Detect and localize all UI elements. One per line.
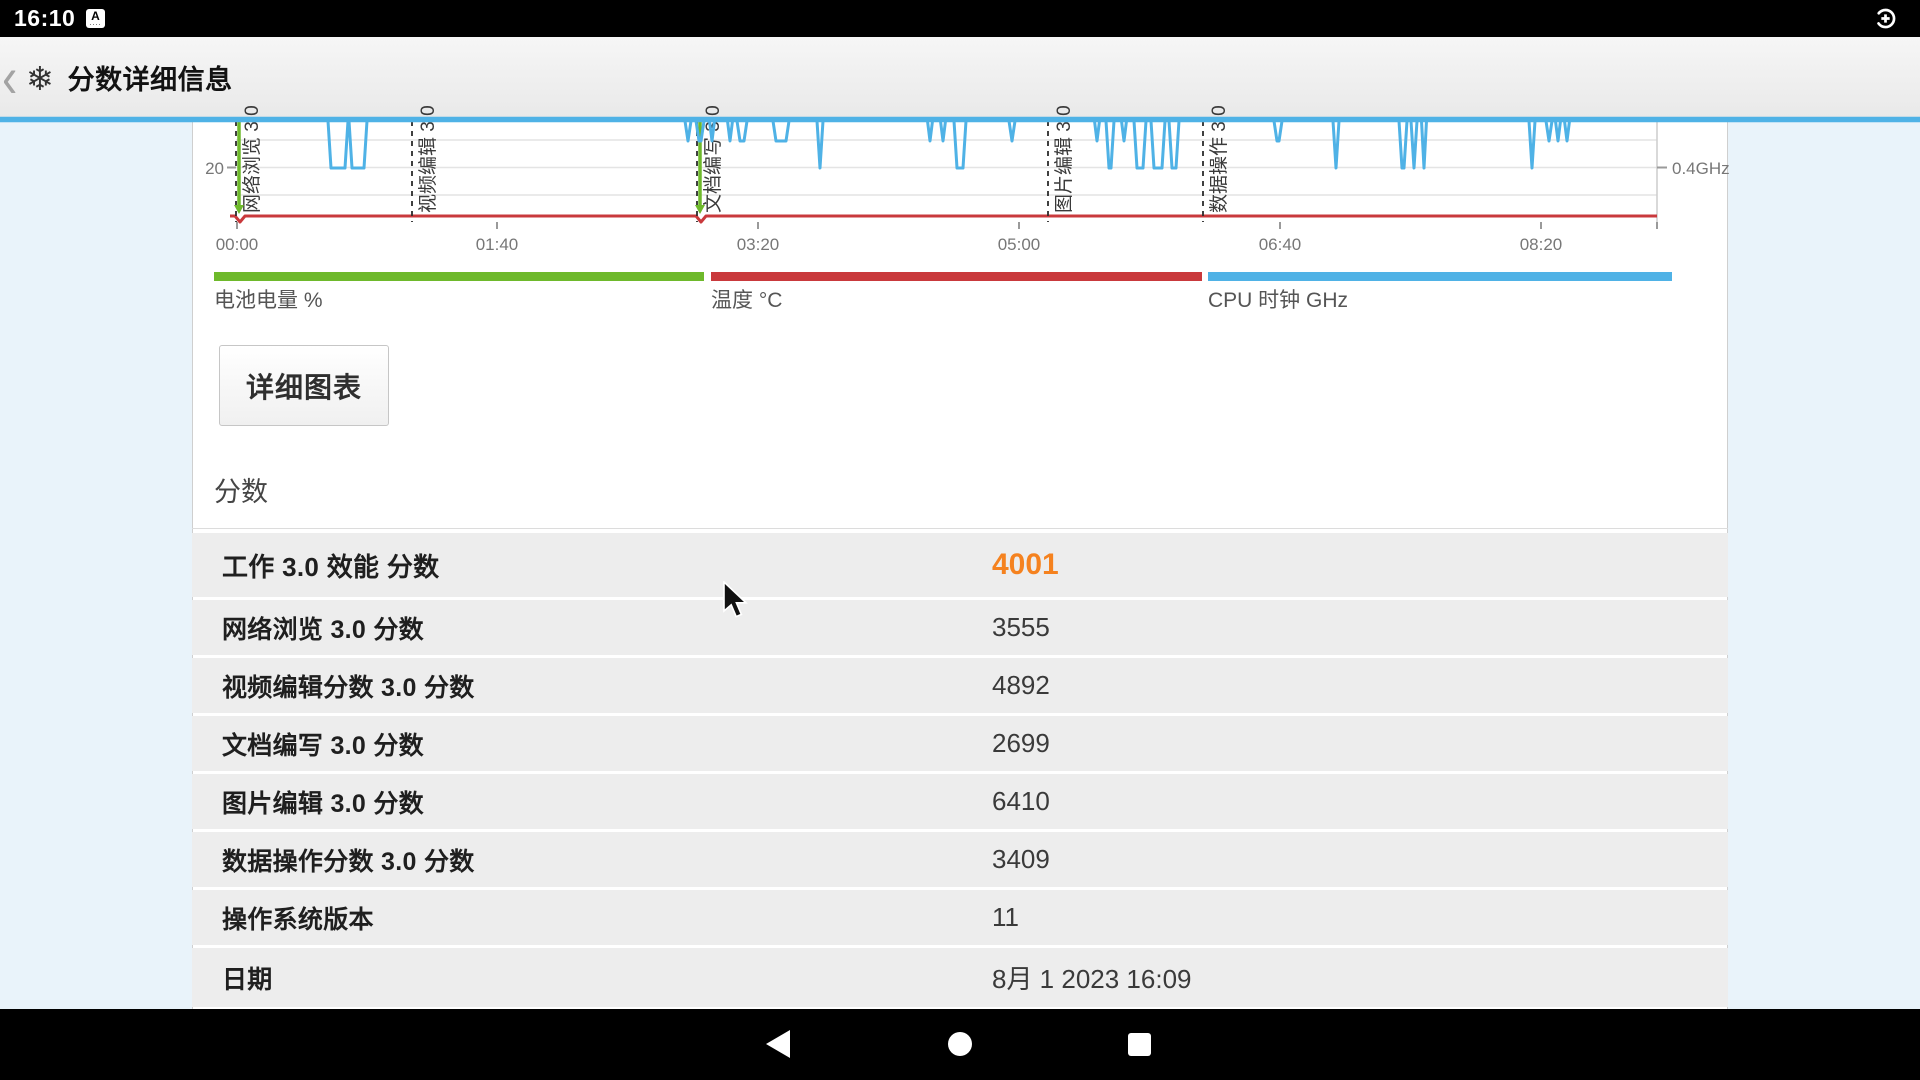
nav-recents-icon[interactable]: [1128, 1033, 1151, 1056]
legend-item: 电池电量 %: [214, 272, 704, 314]
back-chevron-icon[interactable]: ‹: [2, 44, 18, 110]
legend-label: 电池电量 %: [214, 289, 323, 312]
page-title: 分数详细信息: [67, 64, 233, 95]
score-row: 操作系统版本 11: [192, 890, 1728, 945]
score-row-value: 6410: [992, 786, 1050, 816]
score-row-value: 4892: [992, 670, 1050, 700]
keyboard-ime-icon: A ....: [86, 9, 105, 28]
svg-text:文档编写 3.0: 文档编写 3.0: [702, 105, 724, 213]
clock: 16:10: [14, 5, 76, 31]
score-row-value: 4001: [992, 548, 1059, 581]
nav-home-icon[interactable]: [948, 1032, 972, 1056]
legend-label: CPU 时钟 GHz: [1208, 289, 1349, 312]
svg-text:数据操作 3.0: 数据操作 3.0: [1208, 105, 1230, 213]
legend-item: 温度 °C: [711, 272, 1202, 314]
svg-text:图片编辑 3.0: 图片编辑 3.0: [1053, 105, 1075, 213]
snowflake-app-icon: ❄: [26, 59, 54, 97]
score-row-label: 视频编辑分数 3.0 分数: [222, 673, 475, 702]
svg-text:05:00: 05:00: [998, 235, 1041, 254]
score-row: 网络浏览 3.0 分数 3555: [192, 600, 1728, 655]
svg-text:0.4GHz: 0.4GHz: [1672, 159, 1730, 178]
score-table: 工作 3.0 效能 分数 4001 网络浏览 3.0 分数 3555 视频编辑分数 3.…: [192, 533, 1728, 1010]
table-top-divider: [192, 528, 1728, 529]
data-saver-icon: [1873, 6, 1898, 36]
legend-color-bar: [214, 272, 704, 281]
app-bar: ‹ ❄ 分数详细信息: [0, 37, 1920, 117]
score-row: 文档编写 3.0 分数 2699: [192, 716, 1728, 771]
score-row-label: 图片编辑 3.0 分数: [222, 789, 424, 818]
svg-text:20: 20: [205, 159, 224, 178]
score-row-label: 操作系统版本: [222, 905, 374, 934]
score-row-label: 工作 3.0 效能 分数: [222, 551, 440, 582]
svg-text:00:00: 00:00: [216, 235, 259, 254]
score-row-label: 数据操作分数 3.0 分数: [222, 847, 475, 876]
svg-text:03:20: 03:20: [737, 235, 780, 254]
score-row: 工作 3.0 效能 分数 4001: [192, 533, 1728, 597]
score-row-label: 文档编写 3.0 分数: [222, 731, 424, 760]
legend-item: CPU 时钟 GHz: [1208, 272, 1672, 314]
score-row-value: 11: [992, 902, 1019, 932]
legend-label: 温度 °C: [711, 289, 783, 312]
benchmark-chart: 网络浏览 3.0 视频编辑 3.0 文档编写 3.0 图片编辑 3.0 数据操作 3.0…: [0, 105, 1920, 254]
svg-text:08:20: 08:20: [1520, 235, 1563, 254]
score-row: 数据操作分数 3.0 分数 3409: [192, 832, 1728, 887]
score-row: 图片编辑 3.0 分数 6410: [192, 774, 1728, 829]
score-row-label: 网络浏览 3.0 分数: [222, 615, 424, 644]
scores-heading: 分数: [214, 477, 268, 507]
svg-text:网络浏览 3.0: 网络浏览 3.0: [241, 105, 263, 213]
score-row-value: 8月 1 2023 16:09: [992, 964, 1192, 994]
detail-charts-button[interactable]: 详细图表: [219, 345, 389, 426]
score-row-value: 3409: [992, 844, 1050, 874]
svg-text:01:40: 01:40: [476, 235, 519, 254]
svg-text:06:40: 06:40: [1259, 235, 1302, 254]
svg-text:视频编辑 3.0: 视频编辑 3.0: [417, 105, 439, 213]
score-row: 视频编辑分数 3.0 分数 4892: [192, 658, 1728, 713]
score-row-value: 3555: [992, 612, 1050, 642]
score-row-label: 日期: [222, 965, 273, 994]
legend-color-bar: [1208, 272, 1672, 281]
nav-back-icon[interactable]: [766, 1030, 790, 1058]
legend-color-bar: [711, 272, 1202, 281]
score-row-value: 2699: [992, 728, 1050, 758]
status-bar: 16:10 A ....: [0, 0, 1920, 37]
score-row: 日期 8月 1 2023 16:09: [192, 948, 1728, 1007]
